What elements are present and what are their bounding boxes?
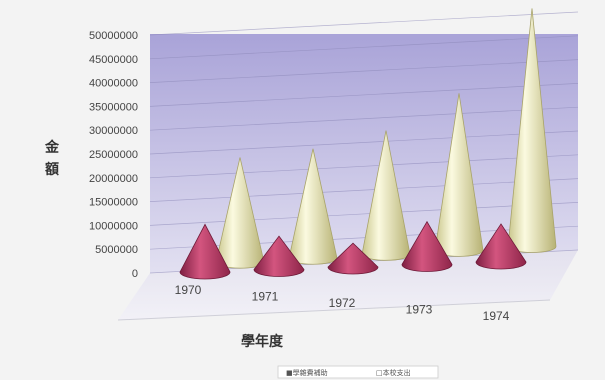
- gridline: [149, 83, 579, 107]
- gridline: [149, 202, 579, 226]
- gridline: [149, 178, 579, 202]
- floor: [118, 250, 578, 320]
- x-tick-label: 1973: [406, 303, 433, 317]
- x-tick-label: 1972: [329, 296, 356, 310]
- y-tick-label: 25000000: [89, 149, 138, 161]
- gridlines: [149, 11, 579, 274]
- y-tick-label: 35000000: [89, 101, 138, 113]
- gridline: [149, 130, 579, 155]
- x-tick-label: 1971: [252, 290, 279, 304]
- legend-item-1[interactable]: □本校支出: [376, 368, 411, 377]
- legend-item-0[interactable]: ■學雜費補助: [286, 368, 328, 377]
- cone-1973-series-0[interactable]: [401, 220, 453, 272]
- gridline: [149, 59, 579, 83]
- gridline: [149, 11, 579, 36]
- y-tick-labels: 0 5000000 10000000 15000000 20000000 25000000…: [89, 30, 138, 280]
- y-tick-label: 20000000: [89, 173, 138, 185]
- cones: [179, 8, 557, 280]
- gridline: [149, 35, 579, 60]
- gridline: [149, 106, 579, 131]
- x-tick-label: 1970: [175, 283, 202, 297]
- y-tick-label: 10000000: [89, 220, 138, 232]
- y-tick-label: 15000000: [89, 197, 138, 209]
- x-axis-label: 學年度: [241, 333, 284, 350]
- y-tick-label: 30000000: [89, 125, 138, 137]
- y-tick-label: 40000000: [89, 78, 138, 90]
- cone-1971-series-0[interactable]: [253, 235, 305, 277]
- y-tick-label: 5000000: [95, 244, 138, 256]
- cone-1972-series-0[interactable]: [327, 242, 379, 275]
- x-tick-labels: 1970 1971 1972 1973 1974: [175, 283, 510, 323]
- y-axis-label-char-1: 金: [44, 139, 60, 156]
- x-tick-label: 1974: [483, 309, 510, 323]
- legend[interactable]: ■學雜費補助 □本校支出: [277, 365, 439, 379]
- y-tick-label: 50000000: [89, 30, 138, 42]
- gridline: [149, 154, 579, 179]
- y-tick-label: 45000000: [89, 54, 138, 66]
- floor-edge: [117, 299, 551, 321]
- legend-box: [277, 365, 439, 379]
- y-axis-label-char-2: 額: [44, 161, 59, 178]
- cone-1970-series-0[interactable]: [179, 223, 231, 280]
- y-tick-label: 0: [132, 268, 138, 280]
- cone-1974-series-0[interactable]: [475, 223, 527, 270]
